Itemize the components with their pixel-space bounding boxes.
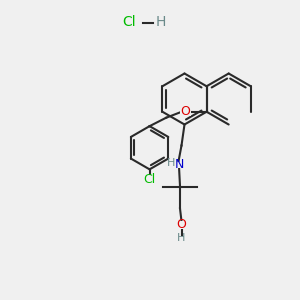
Text: O: O [177,218,186,232]
Text: H: H [177,232,186,243]
Text: H: H [155,16,166,29]
Text: O: O [181,105,190,118]
FancyBboxPatch shape [167,161,175,169]
Text: N: N [174,158,184,172]
FancyBboxPatch shape [177,221,186,229]
Text: Cl: Cl [143,173,156,186]
Text: H: H [167,158,175,169]
FancyBboxPatch shape [176,162,182,168]
Text: Cl: Cl [122,16,136,29]
FancyBboxPatch shape [180,107,191,116]
